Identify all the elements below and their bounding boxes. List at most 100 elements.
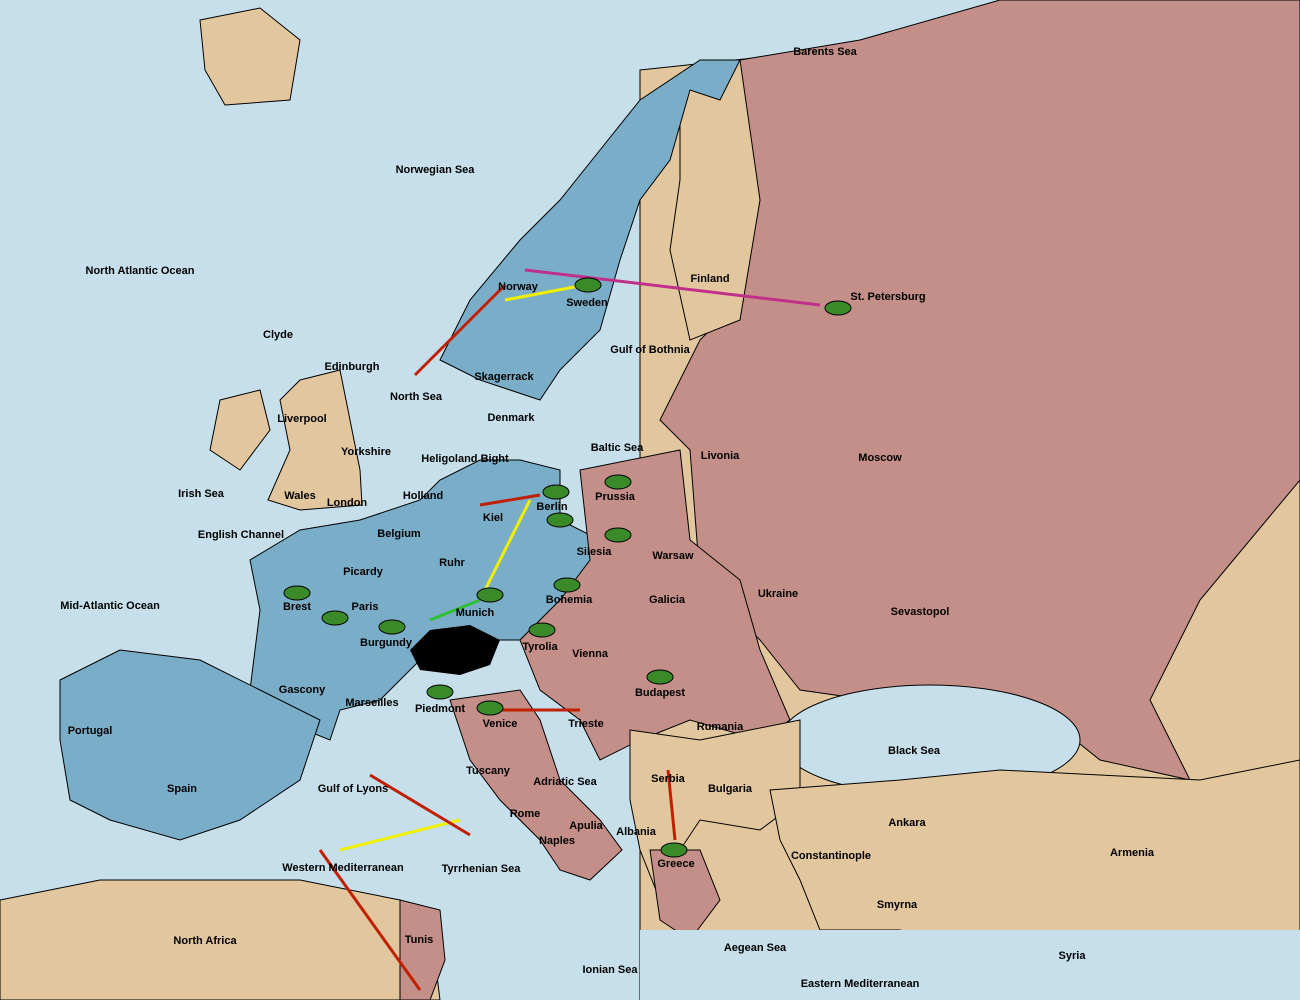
province-label: Piedmont xyxy=(415,703,465,715)
province-label: Sevastopol xyxy=(891,606,950,618)
province-label: Munich xyxy=(456,607,495,619)
labels: Barents Sea Norwegian Sea North Atlantic O… xyxy=(60,46,1155,990)
province-label: Ankara xyxy=(888,817,926,829)
italy xyxy=(449,689,623,881)
province-label: Warsaw xyxy=(652,550,694,562)
province-label: Kiel xyxy=(483,512,503,524)
province-label: Heligoland Bight xyxy=(421,453,509,465)
army xyxy=(660,842,688,858)
province-label: Gulf of Bothnia xyxy=(610,344,690,356)
province-label: Burgundy xyxy=(360,637,413,649)
order-arrow xyxy=(318,849,422,991)
order-arrow xyxy=(504,283,586,302)
army xyxy=(426,684,454,700)
province-label: Syria xyxy=(1059,950,1087,962)
province-label: Liverpool xyxy=(277,413,327,425)
province-label: Norwegian Sea xyxy=(396,164,476,176)
army xyxy=(321,610,349,626)
order-arrow xyxy=(478,499,532,601)
province-label: Portugal xyxy=(68,725,113,737)
province-label: Ruhr xyxy=(439,557,465,569)
province-label: Smyrna xyxy=(877,899,918,911)
province-label: Black Sea xyxy=(888,745,941,757)
province-label: Edinburgh xyxy=(325,361,380,373)
province-label: Greece xyxy=(657,858,694,870)
province-label: Prussia xyxy=(595,491,636,503)
greece xyxy=(649,849,721,941)
province-label: Vienna xyxy=(572,648,609,660)
scandinavia xyxy=(439,59,741,401)
province-label: Paris xyxy=(352,601,379,613)
units xyxy=(283,277,852,858)
province-label: Eastern Mediterranean xyxy=(801,978,920,990)
province-label: Mid-Atlantic Ocean xyxy=(60,600,160,612)
province-label: Aegean Sea xyxy=(724,942,787,954)
ireland xyxy=(209,389,271,471)
province-label: Berlin xyxy=(536,501,567,513)
order-arrow xyxy=(666,769,677,841)
province-label: Tunis xyxy=(405,934,434,946)
province-label: Sweden xyxy=(566,297,608,309)
province-label: Tuscany xyxy=(466,765,511,777)
army xyxy=(553,577,581,593)
province-label: North Africa xyxy=(173,935,237,947)
province-label: Budapest xyxy=(635,687,685,699)
province-label: Ukraine xyxy=(758,588,798,600)
province-label: St. Petersburg xyxy=(850,291,925,303)
province-label: Naples xyxy=(539,835,575,847)
order-arrow xyxy=(429,598,481,622)
province-label: Baltic Sea xyxy=(591,442,644,454)
province-label: Norway xyxy=(498,281,539,293)
province-label: Gascony xyxy=(279,684,326,696)
mediterranean xyxy=(640,930,1300,1000)
switzerland xyxy=(410,625,500,675)
province-label: Skagerrack xyxy=(474,371,534,383)
province-label: Apulia xyxy=(569,820,603,832)
province-label: English Channel xyxy=(198,529,284,541)
province-label: Tyrolia xyxy=(522,641,558,653)
province-label: Livonia xyxy=(701,450,740,462)
province-label: Spain xyxy=(167,783,197,795)
province-label: Wales xyxy=(284,490,315,502)
province-label: Adriatic Sea xyxy=(533,776,597,788)
army xyxy=(604,527,632,543)
order-arrow xyxy=(369,773,471,837)
province-label: Denmark xyxy=(487,412,535,424)
province-label: Brest xyxy=(283,601,311,613)
province-label: Moscow xyxy=(858,452,902,464)
province-label: Venice xyxy=(483,718,518,730)
province-label: Clyde xyxy=(263,329,293,341)
province-label: Armenia xyxy=(1110,847,1155,859)
province-label: Galicia xyxy=(649,594,686,606)
province-label: Picardy xyxy=(343,566,384,578)
province-label: Bohemia xyxy=(546,594,593,606)
army xyxy=(378,619,406,635)
province-label: Barents Sea xyxy=(793,46,857,58)
britain xyxy=(267,369,363,511)
order-arrow xyxy=(524,268,821,307)
tunis xyxy=(399,899,446,1000)
order-arrow xyxy=(479,493,541,507)
province-label: Irish Sea xyxy=(178,488,225,500)
army xyxy=(283,585,311,601)
province-label: Tyrrhenian Sea xyxy=(442,863,522,875)
province-label: Holland xyxy=(403,490,443,502)
finland xyxy=(669,59,761,341)
army xyxy=(476,700,504,716)
province-label: Serbia xyxy=(651,773,686,785)
army xyxy=(528,622,556,638)
army xyxy=(604,474,632,490)
province-label: Ionian Sea xyxy=(582,964,638,976)
province-label: London xyxy=(327,497,368,509)
province-label: Western Mediterranean xyxy=(282,862,404,874)
province-label: Bulgaria xyxy=(708,783,753,795)
province-label: Silesia xyxy=(577,546,613,558)
army xyxy=(542,484,570,500)
army xyxy=(546,512,574,528)
province-label: Finland xyxy=(690,273,729,285)
order-arrow xyxy=(413,283,507,377)
iceland xyxy=(199,7,301,106)
